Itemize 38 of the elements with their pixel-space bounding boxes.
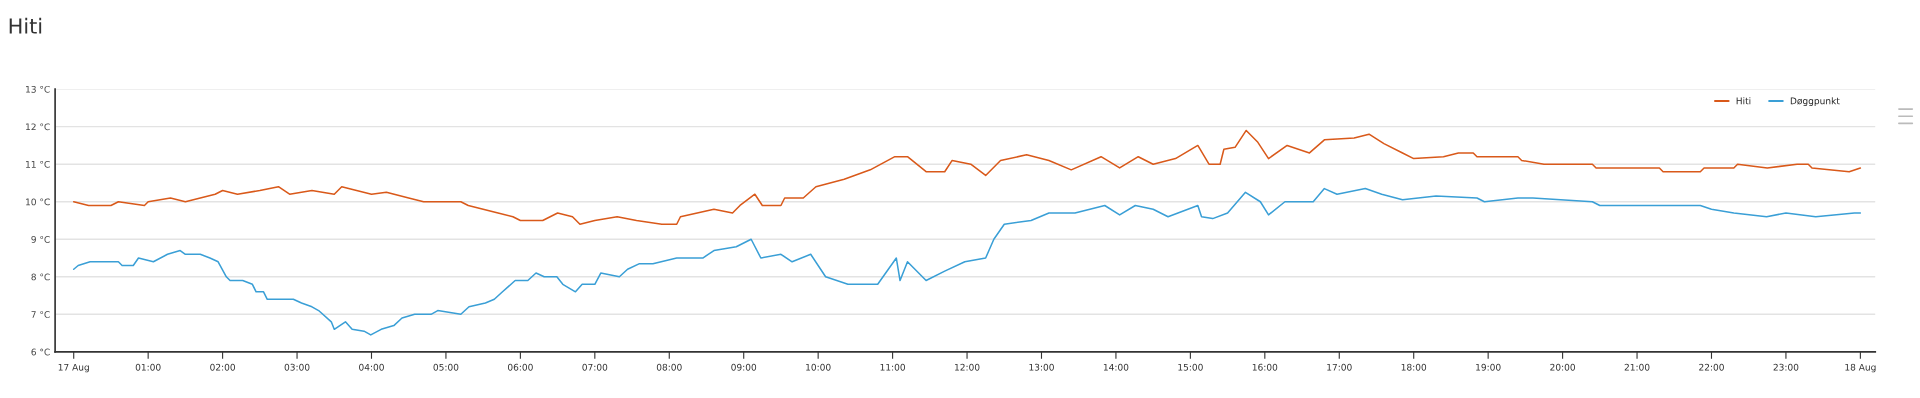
x-tick-label: 15:00: [1178, 363, 1203, 371]
x-tick-label: 20:00: [1550, 363, 1576, 371]
x-tick-label: 10:00: [806, 363, 831, 371]
x-tick-label: 12:00: [955, 363, 980, 371]
x-tick-label: 11:00: [880, 363, 906, 371]
x-tick-label: 17:00: [1327, 363, 1352, 371]
x-tick-label: 18:00: [1401, 363, 1427, 371]
x-tick-label: 01:00: [135, 363, 161, 371]
y-tick-label: 7 °C: [31, 311, 50, 318]
y-tick-label: 13 °C: [26, 85, 50, 93]
x-tick-label: 21:00: [1624, 363, 1650, 371]
x-tick-label: 07:00: [582, 363, 608, 371]
x-tick-label: 05:00: [433, 363, 459, 371]
x-tick-label: 19:00: [1476, 363, 1501, 371]
x-tick-label: 23:00: [1773, 363, 1799, 371]
x-tick-label: 22:00: [1699, 363, 1724, 371]
y-tick-label: 12 °C: [26, 123, 50, 131]
line-series: [72, 129, 1862, 226]
line-series: [72, 187, 1862, 336]
y-tick-label: 11 °C: [26, 160, 50, 168]
y-tick-label: 9 °C: [31, 235, 50, 243]
x-tick-label: 09:00: [731, 363, 757, 371]
y-tick-label: 6 °C: [31, 348, 50, 356]
x-tick-label: 16:00: [1252, 363, 1278, 371]
x-tick-label: 17 Aug: [58, 363, 89, 373]
y-tick-label: 10 °C: [26, 198, 50, 206]
legend-label: Døggpunkt: [1790, 97, 1840, 107]
y-tick-label: 8 °C: [31, 273, 50, 281]
x-tick-label: 13:00: [1029, 363, 1054, 371]
chart-title: Hiti: [9, 17, 42, 34]
x-tick-label: 08:00: [656, 363, 682, 371]
x-tick-label: 03:00: [284, 363, 310, 371]
x-tick-label: 06:00: [507, 363, 533, 371]
x-tick-label: 14:00: [1103, 363, 1129, 371]
x-tick-label: 04:00: [359, 363, 384, 371]
x-tick-label: 02:00: [210, 363, 236, 371]
x-tick-label: 18 Aug: [1845, 363, 1876, 373]
legend-label: Hiti: [1736, 97, 1751, 105]
